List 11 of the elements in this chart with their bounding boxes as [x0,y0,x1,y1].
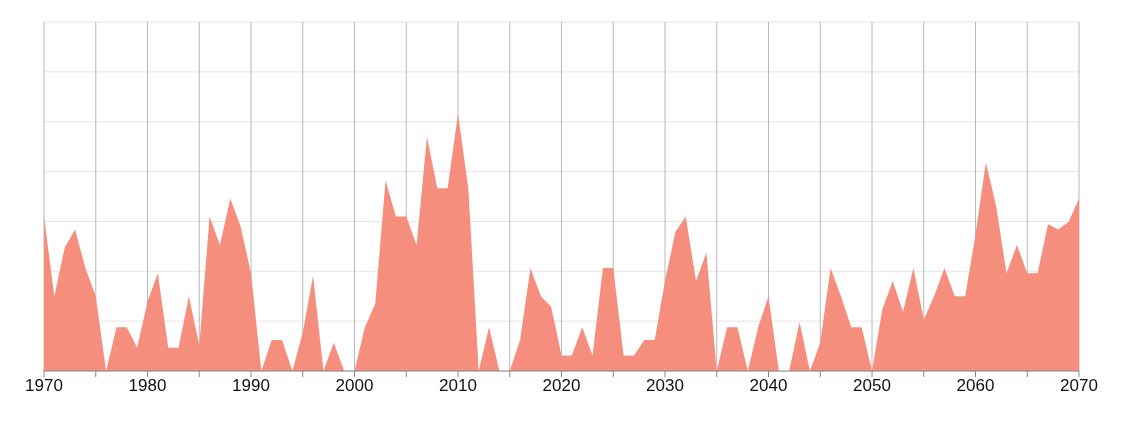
x-tick-label: 1980 [128,376,167,396]
x-tick-label: 2000 [335,376,374,396]
x-tick-label: 2050 [853,376,891,396]
x-tick-label: 2030 [646,376,684,396]
x-tick-label: 1970 [25,376,63,396]
x-tick-label: 1990 [232,376,270,396]
x-tick-label: 2040 [749,376,788,396]
x-tick-label: 2020 [542,376,581,396]
x-tick-label: 2010 [439,376,477,396]
x-tick-label: 2070 [1060,376,1098,396]
x-tick-label: 2060 [956,376,995,396]
